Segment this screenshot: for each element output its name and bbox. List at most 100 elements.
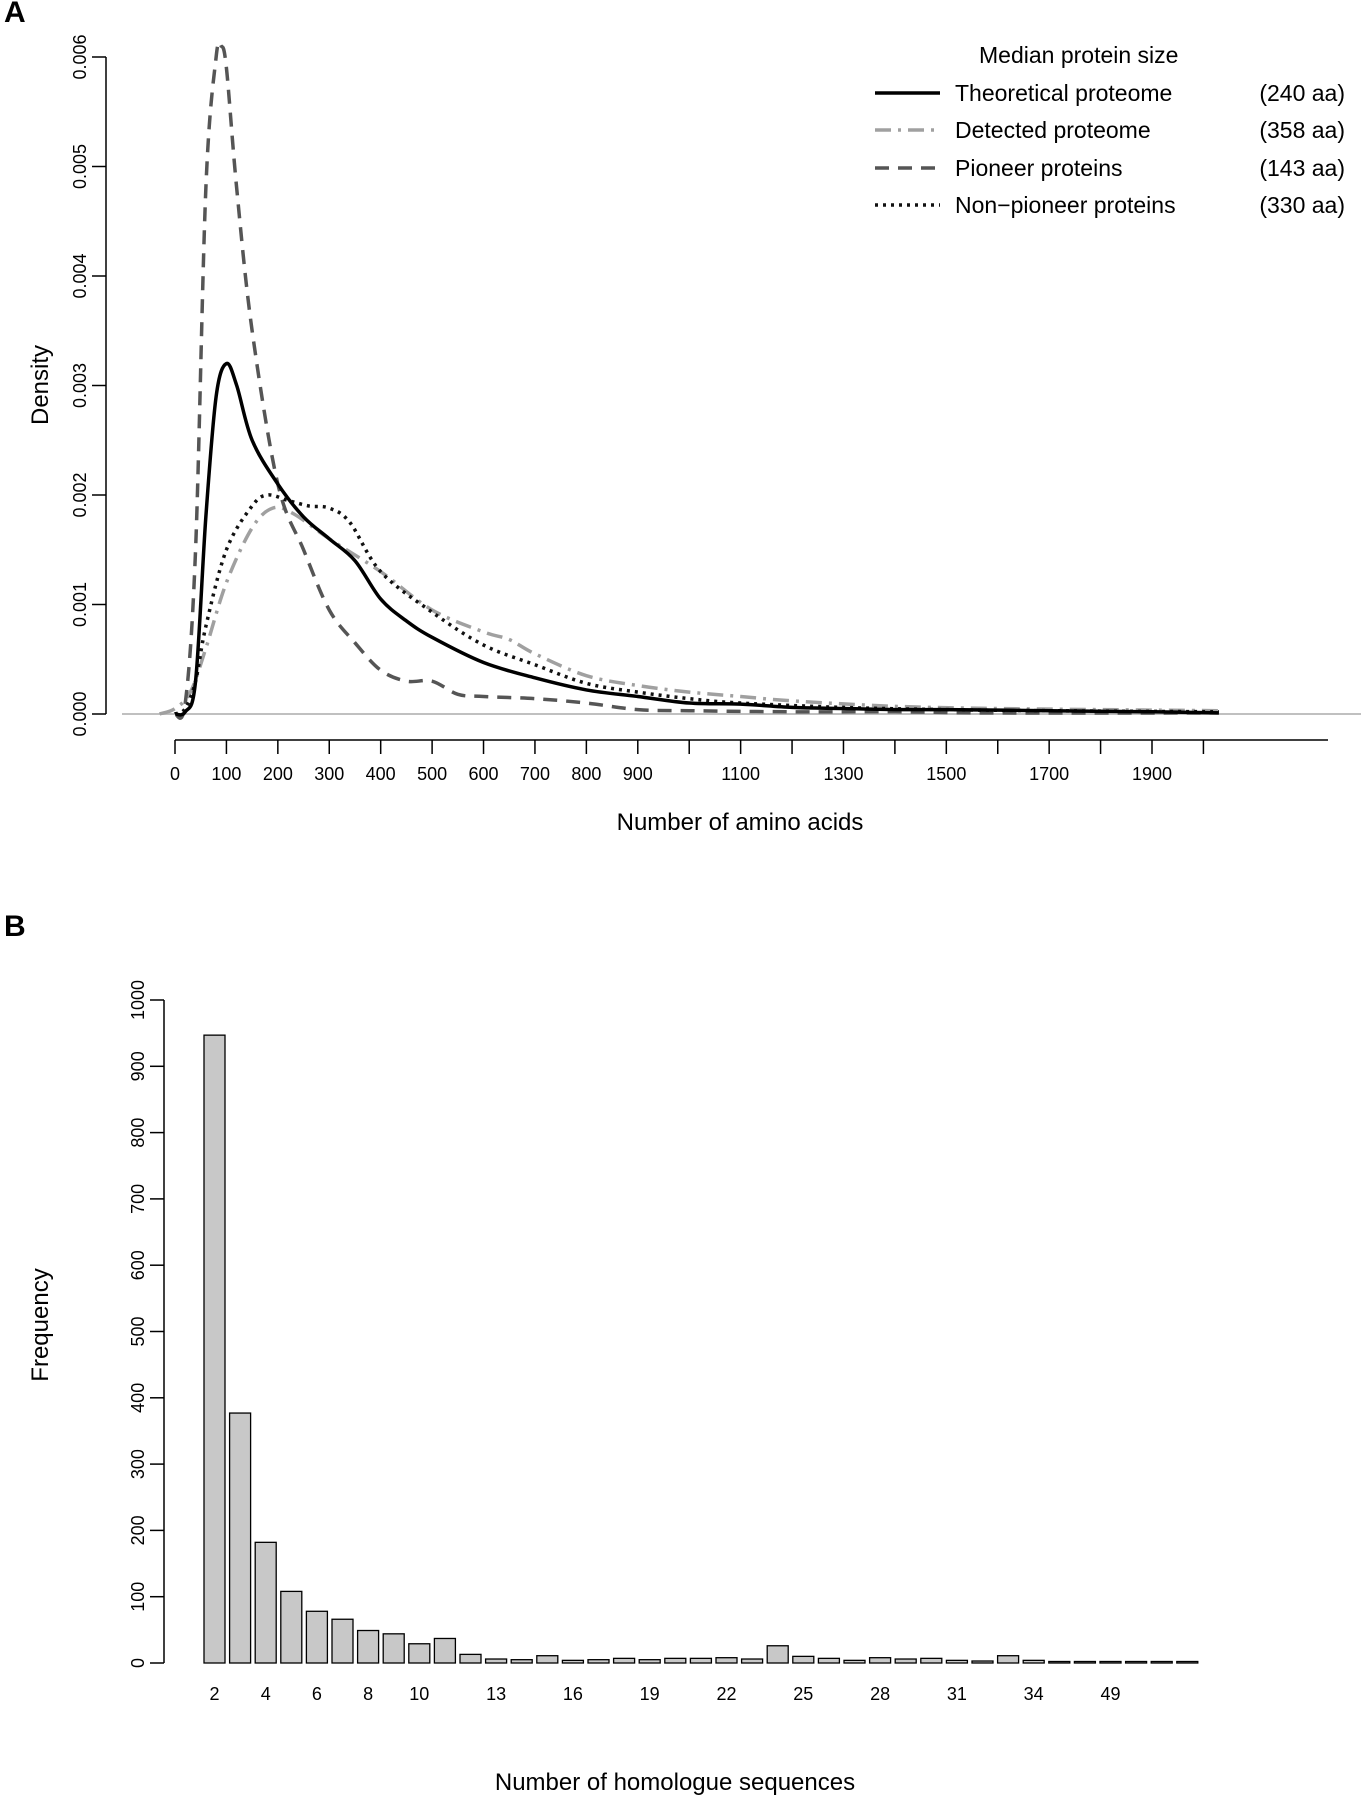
x-tick-label: 0	[170, 764, 180, 784]
x-tick-label: 25	[793, 1684, 813, 1704]
y-tick-label: 0.003	[70, 363, 90, 408]
legend-pioneer-value: (143 aa)	[1259, 155, 1345, 181]
x-tick-label: 1500	[926, 764, 966, 784]
legend-pioneer-name: Pioneer proteins	[955, 155, 1123, 181]
x-tick-label: 400	[366, 764, 396, 784]
y-tick-label: 0.000	[70, 691, 90, 736]
x-tick-label: 28	[870, 1684, 890, 1704]
density-chart: 0 100 200 300 400 500 600 700 800 900 1100 1300 1500…	[27, 34, 1361, 836]
panel-a-letter: A	[4, 0, 26, 29]
bar	[843, 1659, 866, 1664]
bar	[868, 1657, 892, 1664]
x-tick-label: 1900	[1132, 764, 1172, 784]
x-tick-label: 800	[571, 764, 601, 784]
y-tick-label: 900	[128, 1051, 148, 1081]
y-tick-label: 100	[128, 1582, 148, 1612]
y-tick-label: 0.005	[70, 144, 90, 189]
legend-detected-name: Detected proteome	[955, 117, 1151, 143]
y-tick-label: 300	[128, 1449, 148, 1479]
legend-theoretical-name: Theoretical proteome	[955, 80, 1172, 106]
y-tick-label: 700	[128, 1184, 148, 1214]
y-tick-label: 0.002	[70, 472, 90, 517]
bar	[715, 1657, 738, 1664]
bar	[1124, 1660, 1148, 1664]
legend-non-pioneer-name: Non−pioneer proteins	[955, 192, 1176, 218]
x-tick-label: 49	[1100, 1684, 1120, 1704]
x-tick-label: 600	[469, 764, 499, 784]
bar	[1048, 1660, 1071, 1664]
bar	[1073, 1660, 1097, 1664]
bar	[1022, 1659, 1045, 1664]
bar	[510, 1659, 533, 1664]
y-tick-label: 1000	[128, 980, 148, 1020]
x-axis-title: Number of amino acids	[617, 809, 864, 836]
y-tick-label: 500	[128, 1316, 148, 1346]
y-axis-title: Frequency	[27, 1268, 54, 1381]
bar	[228, 1412, 252, 1664]
legend-detected-value: (358 aa)	[1259, 117, 1345, 143]
bar	[561, 1659, 585, 1664]
y-tick-label: 400	[128, 1383, 148, 1413]
bar	[203, 1034, 226, 1664]
x-tick-label: 2	[209, 1684, 219, 1704]
panel-b-letter: B	[4, 910, 26, 943]
y-tick-label: 0.006	[70, 34, 90, 79]
bar	[1150, 1660, 1173, 1664]
bar	[740, 1658, 764, 1664]
y-tick-label: 200	[128, 1515, 148, 1545]
bar	[536, 1655, 559, 1664]
x-tick-label: 13	[486, 1684, 506, 1704]
legend-non-pioneer-value: (330 aa)	[1259, 192, 1345, 218]
bar	[920, 1657, 943, 1664]
bar	[331, 1618, 354, 1664]
y-tick-label: 0	[128, 1658, 148, 1668]
x-tick-label: 700	[520, 764, 550, 784]
bar	[945, 1659, 969, 1664]
x-tick-label: 10	[409, 1684, 429, 1704]
x-axis-title: Number of homologue sequences	[495, 1769, 855, 1796]
bar	[971, 1660, 994, 1664]
y-tick-label: 0.001	[70, 582, 90, 627]
bar	[894, 1658, 917, 1664]
bar	[996, 1655, 1020, 1664]
bar	[356, 1629, 380, 1664]
x-tick-label: 4	[261, 1684, 271, 1704]
bar	[459, 1653, 482, 1664]
y-tick-label: 600	[128, 1250, 148, 1280]
detected-proteome-curve	[158, 505, 1219, 716]
x-tick-label: 100	[211, 764, 241, 784]
x-tick-label: 200	[263, 764, 293, 784]
bar	[382, 1633, 405, 1664]
x-tick-label: 300	[314, 764, 344, 784]
x-tick-label: 16	[563, 1684, 583, 1704]
bar	[612, 1657, 636, 1664]
bar	[433, 1637, 457, 1664]
pioneer-proteins-curve	[173, 40, 1219, 720]
bar	[305, 1610, 329, 1664]
y-axis-title: Density	[27, 345, 54, 425]
bar	[664, 1657, 687, 1664]
x-tick-label: 31	[947, 1684, 967, 1704]
x-tick-label: 19	[640, 1684, 660, 1704]
x-tick-label: 22	[716, 1684, 736, 1704]
bar	[1099, 1660, 1122, 1664]
legend-theoretical-value: (240 aa)	[1259, 80, 1345, 106]
bar	[638, 1659, 661, 1664]
bar	[254, 1541, 277, 1664]
bar	[817, 1657, 841, 1664]
x-tick-label: 900	[623, 764, 653, 784]
x-tick-label: 8	[363, 1684, 373, 1704]
bar	[587, 1659, 610, 1664]
bar	[408, 1643, 431, 1664]
bar	[792, 1655, 815, 1664]
x-tick-label: 1300	[823, 764, 863, 784]
x-tick-label: 6	[312, 1684, 322, 1704]
x-tick-label: 1100	[721, 764, 760, 784]
x-tick-label: 1700	[1029, 764, 1069, 784]
y-tick-label: 800	[128, 1118, 148, 1148]
bar	[766, 1645, 789, 1664]
bar	[280, 1590, 303, 1664]
bar	[1176, 1660, 1199, 1664]
x-tick-label: 500	[417, 764, 447, 784]
